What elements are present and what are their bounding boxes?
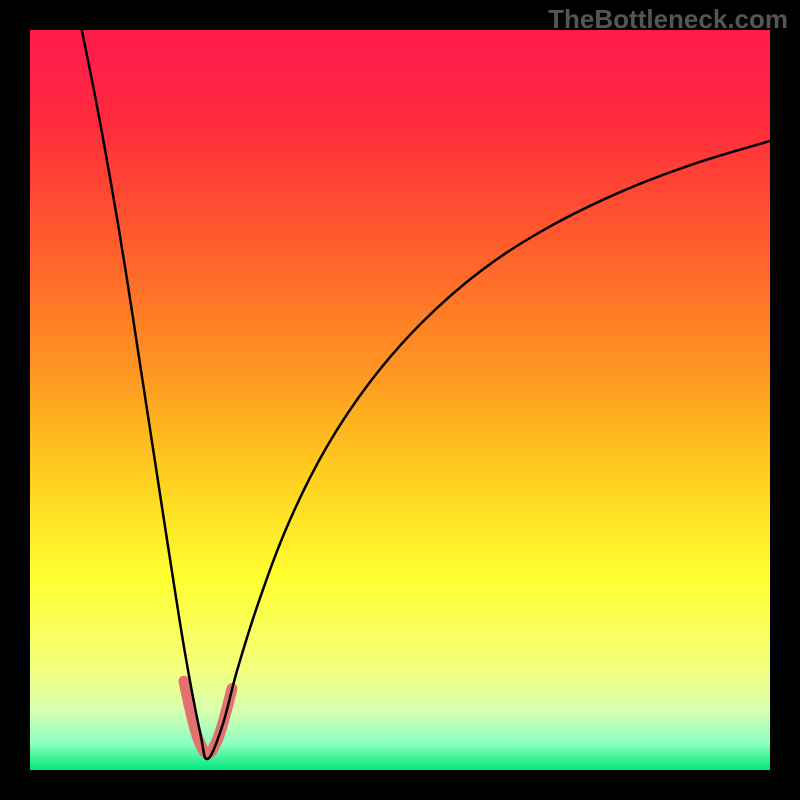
bottleneck-curve-chart: [30, 30, 770, 770]
gradient-background: [30, 30, 770, 770]
